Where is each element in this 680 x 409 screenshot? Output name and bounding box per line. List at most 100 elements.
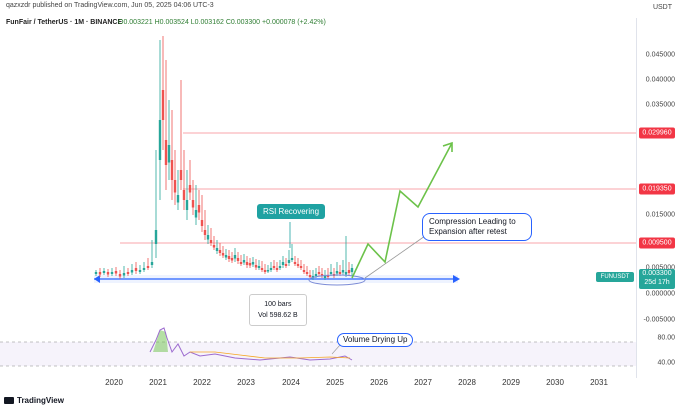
candle-body xyxy=(106,272,110,275)
year-label: 2026 xyxy=(370,378,388,387)
candle-body xyxy=(245,262,249,265)
year-label: 2027 xyxy=(414,378,432,387)
candle-body xyxy=(138,270,142,272)
candle-body xyxy=(308,275,312,277)
year-label: 2023 xyxy=(237,378,255,387)
brand-footer[interactable]: TradingView xyxy=(4,396,64,405)
candle-body xyxy=(188,185,192,193)
candle-body xyxy=(182,190,186,200)
volume-pointer xyxy=(331,344,341,355)
candle-body xyxy=(114,271,118,274)
publish-info: qazxzdr published on TradingView.com, Ju… xyxy=(6,2,214,9)
tradingview-logo-icon xyxy=(4,397,14,404)
candle-body xyxy=(134,268,138,271)
rsi-ma-line xyxy=(190,351,351,359)
candle-body xyxy=(218,250,222,253)
volume-value: Vol 598.62 B xyxy=(258,312,298,319)
candle-body xyxy=(281,262,285,265)
candle-body xyxy=(161,90,165,120)
candle-body xyxy=(176,195,180,203)
candle-body xyxy=(221,253,225,256)
candle-body xyxy=(329,272,333,274)
candle-body xyxy=(254,265,258,268)
candle-body xyxy=(158,120,162,160)
candle-body xyxy=(94,272,98,274)
candle-body xyxy=(130,270,134,273)
candle-body xyxy=(314,274,318,276)
symbol-tag: FUNUSDT xyxy=(596,272,634,282)
candle-body xyxy=(206,235,210,240)
price-tick: 0.035000 xyxy=(645,101,675,109)
currency-label: USDT xyxy=(652,4,672,11)
candle-body xyxy=(126,272,130,274)
price-tick: 0.005000 xyxy=(645,264,675,272)
candle-body xyxy=(197,205,201,213)
price-tag-0019350: 0.019350 xyxy=(639,183,675,195)
candle-body xyxy=(173,180,177,193)
candle-body xyxy=(269,268,273,270)
brand-name: TradingView xyxy=(17,396,64,405)
price-axis[interactable]: 0.045000 0.040000 0.035000 0.015000 0.00… xyxy=(636,18,680,378)
candle-body xyxy=(215,248,219,251)
candle-body xyxy=(341,270,345,273)
price-tick: 0.000000 xyxy=(645,290,675,298)
candle-body xyxy=(233,255,237,259)
candle-body xyxy=(326,275,330,277)
rsi-recovering-label[interactable]: RSI Recovering xyxy=(257,204,326,219)
candle-body xyxy=(200,220,204,226)
candle-body xyxy=(317,272,321,274)
candle-body xyxy=(170,160,174,180)
year-label: 2028 xyxy=(458,378,476,387)
candle-body xyxy=(102,271,106,273)
candle-body xyxy=(154,230,158,244)
candle-body xyxy=(239,262,243,264)
candle-body xyxy=(284,264,288,266)
ohlc-values: O0.003221 H0.003524 L0.003162 C0.003300 … xyxy=(118,19,326,26)
candle-body xyxy=(167,145,171,163)
candle-body xyxy=(293,262,297,264)
year-label: 2020 xyxy=(105,378,123,387)
candle-body xyxy=(344,272,348,275)
year-label: 2024 xyxy=(282,378,300,387)
candle-body xyxy=(275,268,279,270)
volume-drying-label[interactable]: Volume Drying Up xyxy=(337,333,414,347)
price-tag-0029960: 0.029960 xyxy=(639,127,675,139)
candle-body xyxy=(203,230,207,235)
projection-path xyxy=(351,142,453,279)
candle-body xyxy=(212,245,216,248)
arrow-left-icon xyxy=(94,275,100,283)
range-info-box: 100 bars Vol 598.62 B xyxy=(249,294,307,326)
symbol-title[interactable]: FunFair / TetherUS · 1M · BINANCE xyxy=(6,19,123,26)
candle-body xyxy=(209,240,213,243)
compression-label[interactable]: Compression Leading to Expansion after r… xyxy=(422,213,532,241)
candle-body xyxy=(302,270,306,272)
rsi-tick: 40.00 xyxy=(657,359,675,367)
candle-body xyxy=(185,200,189,210)
bars-count: 100 bars xyxy=(264,301,292,308)
candle-body xyxy=(335,271,339,274)
rsi-tick: 80.00 xyxy=(657,334,675,342)
candle-body xyxy=(260,268,264,270)
year-label: 2022 xyxy=(193,378,211,387)
candle-body xyxy=(191,200,195,208)
candle-body xyxy=(98,272,102,275)
price-tag-0009500: 0.009500 xyxy=(639,237,675,249)
candle-body xyxy=(110,272,114,274)
rsi-line xyxy=(149,327,353,361)
candle-body xyxy=(305,272,309,274)
candle-body xyxy=(242,260,246,263)
year-label: 2025 xyxy=(326,378,344,387)
candle-body xyxy=(272,266,276,268)
candles-group xyxy=(94,36,354,280)
countdown: 25d 17h xyxy=(644,279,670,286)
compression-ellipse xyxy=(308,274,366,286)
chart-canvas[interactable] xyxy=(0,0,636,390)
candle-body xyxy=(287,260,291,263)
candle-body xyxy=(118,274,122,277)
candle-body xyxy=(296,264,300,266)
projection-arrow-icon xyxy=(442,141,453,152)
time-axis[interactable]: 2020 2021 2022 2023 2024 2025 2026 2027 … xyxy=(0,378,636,390)
candle-body xyxy=(278,266,282,268)
compression-pointer xyxy=(364,235,426,279)
current-price-tag: 0.003300 25d 17h xyxy=(639,269,675,289)
